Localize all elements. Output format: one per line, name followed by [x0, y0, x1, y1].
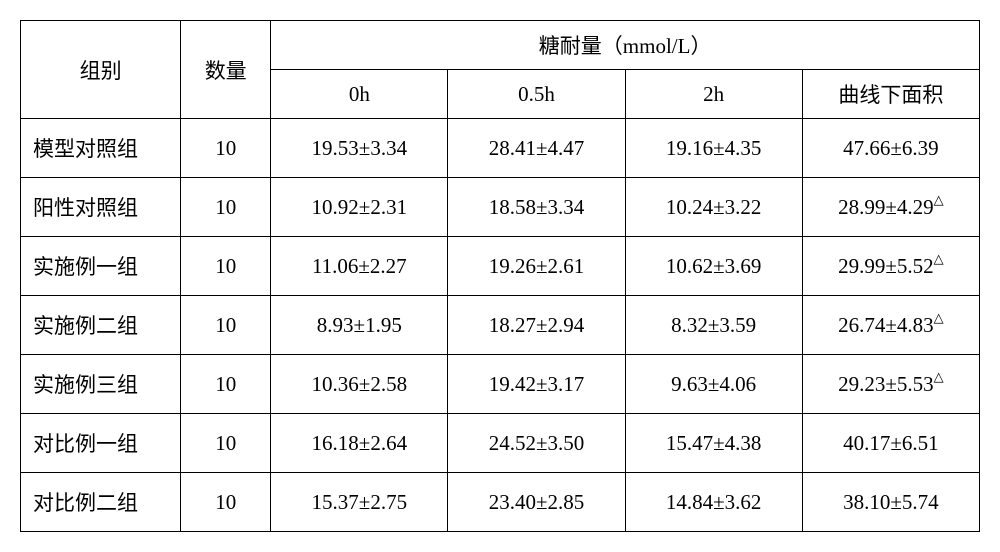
significance-marker: △	[934, 369, 944, 384]
cell-value: 19.42±3.17	[448, 355, 625, 414]
header-auc: 曲线下面积	[802, 70, 979, 119]
cell-value: 18.27±2.94	[448, 296, 625, 355]
cell-value: 8.93±1.95	[271, 296, 448, 355]
cell-auc: 26.74±4.83△	[802, 296, 979, 355]
table-row: 实施例三组1010.36±2.5819.42±3.179.63±4.0629.2…	[21, 355, 980, 414]
cell-auc: 47.66±6.39	[802, 119, 979, 178]
cell-quantity: 10	[181, 178, 271, 237]
table-row: 实施例二组108.93±1.9518.27±2.948.32±3.5926.74…	[21, 296, 980, 355]
cell-value: 28.41±4.47	[448, 119, 625, 178]
cell-quantity: 10	[181, 355, 271, 414]
table-row: 对比例二组1015.37±2.7523.40±2.8514.84±3.6238.…	[21, 473, 980, 532]
header-0h: 0h	[271, 70, 448, 119]
cell-value: 19.16±4.35	[625, 119, 802, 178]
cell-value: 9.63±4.06	[625, 355, 802, 414]
cell-value: 24.52±3.50	[448, 414, 625, 473]
cell-auc: 29.99±5.52△	[802, 237, 979, 296]
cell-value: 10.36±2.58	[271, 355, 448, 414]
cell-group: 对比例一组	[21, 414, 181, 473]
cell-group: 对比例二组	[21, 473, 181, 532]
cell-quantity: 10	[181, 237, 271, 296]
cell-group: 模型对照组	[21, 119, 181, 178]
cell-auc: 28.99±4.29△	[802, 178, 979, 237]
table-row: 对比例一组1016.18±2.6424.52±3.5015.47±4.3840.…	[21, 414, 980, 473]
cell-value: 15.37±2.75	[271, 473, 448, 532]
cell-value: 11.06±2.27	[271, 237, 448, 296]
cell-value: 18.58±3.34	[448, 178, 625, 237]
glucose-tolerance-table: 组别 数量 糖耐量（mmol/L） 0h 0.5h 2h 曲线下面积 模型对照组…	[20, 20, 980, 532]
header-tolerance: 糖耐量（mmol/L）	[271, 21, 980, 70]
cell-value: 15.47±4.38	[625, 414, 802, 473]
cell-group: 实施例一组	[21, 237, 181, 296]
cell-auc: 29.23±5.53△	[802, 355, 979, 414]
significance-marker: △	[934, 192, 944, 207]
cell-value: 19.26±2.61	[448, 237, 625, 296]
significance-marker: △	[934, 310, 944, 325]
cell-auc: 38.10±5.74	[802, 473, 979, 532]
cell-value: 14.84±3.62	[625, 473, 802, 532]
cell-quantity: 10	[181, 296, 271, 355]
cell-value: 19.53±3.34	[271, 119, 448, 178]
cell-value: 16.18±2.64	[271, 414, 448, 473]
header-05h: 0.5h	[448, 70, 625, 119]
cell-value: 10.92±2.31	[271, 178, 448, 237]
cell-quantity: 10	[181, 414, 271, 473]
cell-auc: 40.17±6.51	[802, 414, 979, 473]
cell-value: 8.32±3.59	[625, 296, 802, 355]
cell-quantity: 10	[181, 473, 271, 532]
cell-group: 实施例三组	[21, 355, 181, 414]
table-row: 模型对照组1019.53±3.3428.41±4.4719.16±4.3547.…	[21, 119, 980, 178]
header-quantity: 数量	[181, 21, 271, 119]
header-group: 组别	[21, 21, 181, 119]
cell-value: 10.24±3.22	[625, 178, 802, 237]
significance-marker: △	[934, 251, 944, 266]
cell-value: 10.62±3.69	[625, 237, 802, 296]
table-row: 实施例一组1011.06±2.2719.26±2.6110.62±3.6929.…	[21, 237, 980, 296]
cell-group: 实施例二组	[21, 296, 181, 355]
table-header-row-1: 组别 数量 糖耐量（mmol/L）	[21, 21, 980, 70]
cell-group: 阳性对照组	[21, 178, 181, 237]
cell-value: 23.40±2.85	[448, 473, 625, 532]
table-row: 阳性对照组1010.92±2.3118.58±3.3410.24±3.2228.…	[21, 178, 980, 237]
cell-quantity: 10	[181, 119, 271, 178]
header-2h: 2h	[625, 70, 802, 119]
